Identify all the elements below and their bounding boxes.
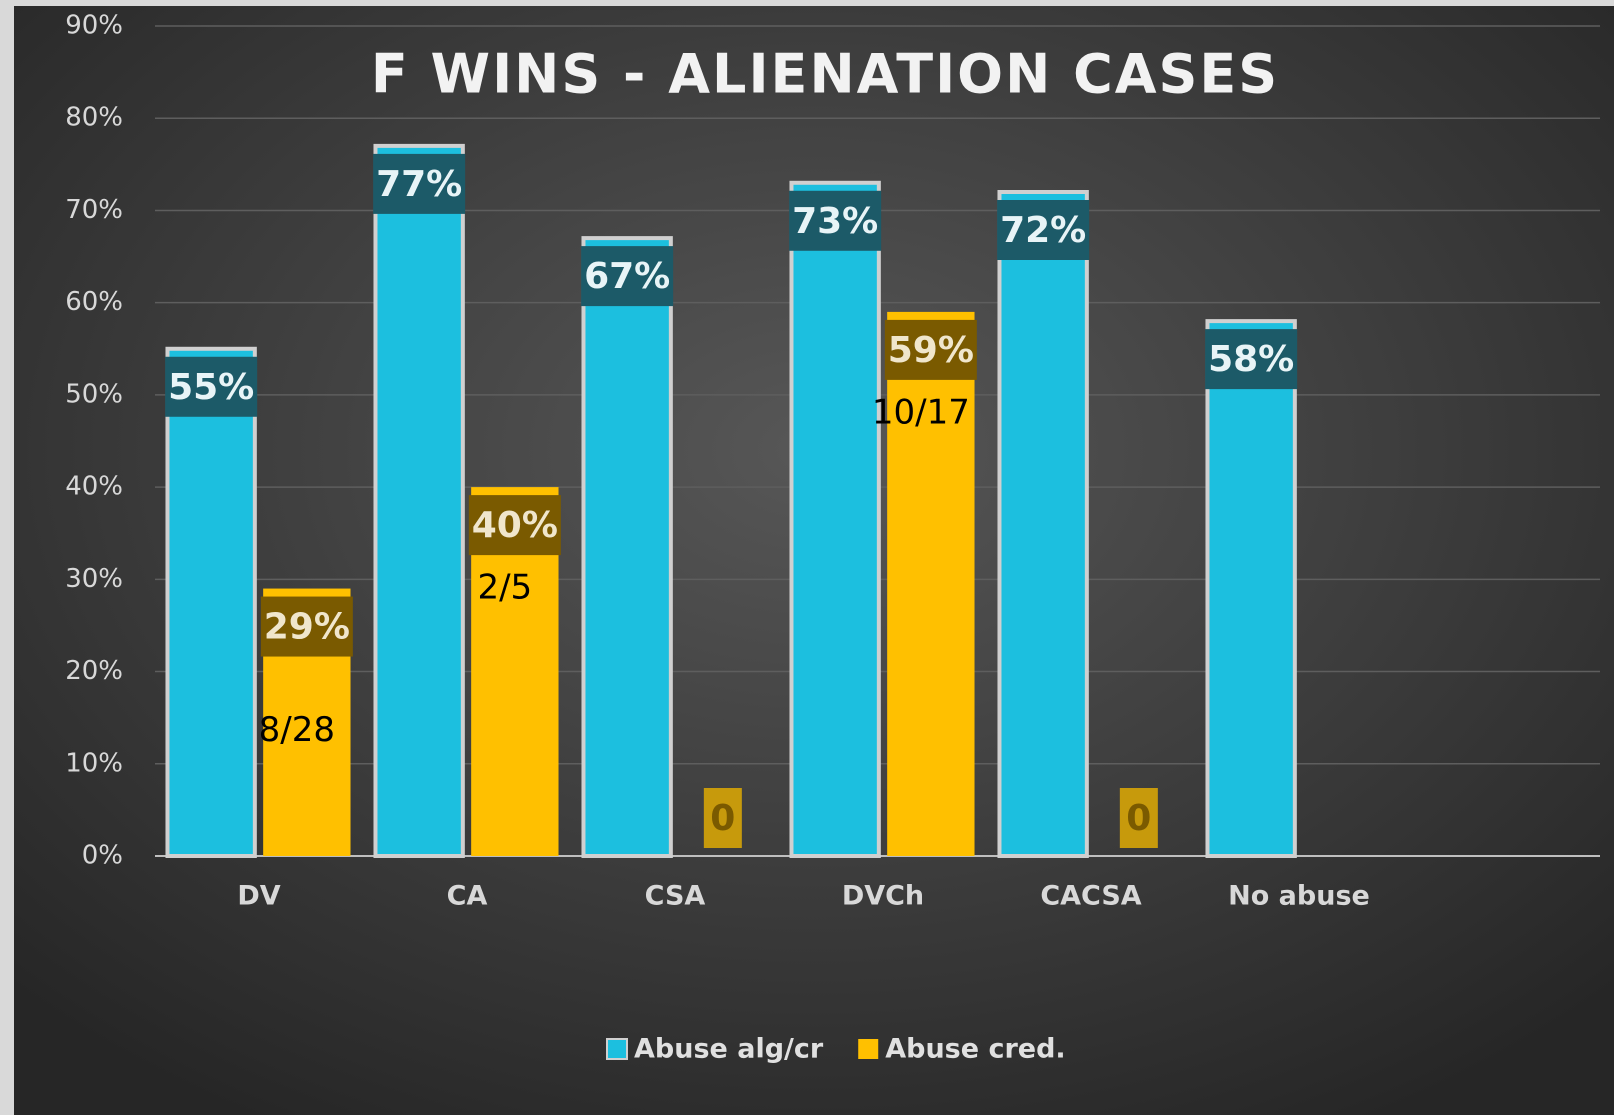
y-tick-label: 0%	[82, 841, 123, 871]
value-label: 59%	[888, 330, 974, 371]
value-label-box	[373, 153, 466, 214]
y-tick-label: 10%	[65, 748, 123, 778]
value-label: 0	[1126, 798, 1151, 839]
y-tick-label: 50%	[65, 379, 123, 409]
y-tick-label: 20%	[65, 656, 123, 686]
value-label: 72%	[1000, 210, 1086, 251]
y-tick-label: 30%	[65, 564, 123, 594]
bar	[1205, 319, 1297, 859]
count-label: 8/28	[259, 710, 335, 750]
y-tick-label: 60%	[65, 287, 123, 317]
value-label-box	[165, 356, 258, 417]
value-label-box	[1205, 329, 1298, 390]
bar	[887, 311, 975, 856]
value-label: 0	[710, 798, 735, 839]
y-tick-label: 90%	[65, 11, 123, 41]
value-label-box	[884, 319, 977, 380]
count-label: 2/5	[477, 568, 532, 608]
value-label-box	[581, 246, 674, 307]
legend: Abuse alg/cr Abuse cred.	[606, 1034, 1066, 1065]
value-label: 58%	[1208, 339, 1294, 380]
bar	[581, 236, 673, 859]
bar	[373, 143, 465, 858]
value-label-box	[997, 200, 1090, 260]
legend-label: Abuse alg/cr	[634, 1034, 824, 1065]
legend-swatch	[858, 1039, 879, 1059]
legend-swatch	[606, 1038, 628, 1060]
value-label: 77%	[376, 164, 462, 205]
x-tick-label: DV	[237, 881, 280, 912]
y-tick-label: 70%	[65, 195, 123, 225]
value-label-box	[789, 190, 882, 251]
count-label: 10/17	[872, 392, 970, 432]
x-tick-label: DVCh	[842, 881, 924, 912]
value-label-box	[703, 788, 742, 848]
value-label: 73%	[792, 201, 878, 242]
x-tick-label: CA	[447, 881, 488, 912]
bar	[165, 346, 257, 858]
value-label: 55%	[168, 367, 254, 408]
bar	[997, 190, 1089, 858]
x-tick-label: CSA	[645, 881, 706, 912]
value-label-box	[1119, 788, 1158, 848]
y-tick-label: 40%	[65, 472, 123, 502]
value-label: 40%	[472, 505, 558, 546]
legend-label: Abuse cred.	[885, 1034, 1065, 1065]
chart-title: F WINS - ALIENATION CASES	[371, 43, 1279, 106]
x-tick-label: No abuse	[1228, 881, 1370, 912]
y-tick-label: 80%	[65, 103, 123, 133]
x-tick-label: CACSA	[1040, 881, 1141, 912]
value-label: 67%	[584, 256, 670, 297]
value-label-box	[260, 596, 353, 657]
bar	[789, 180, 881, 858]
value-label: 29%	[264, 607, 350, 648]
value-label-box	[468, 495, 561, 556]
